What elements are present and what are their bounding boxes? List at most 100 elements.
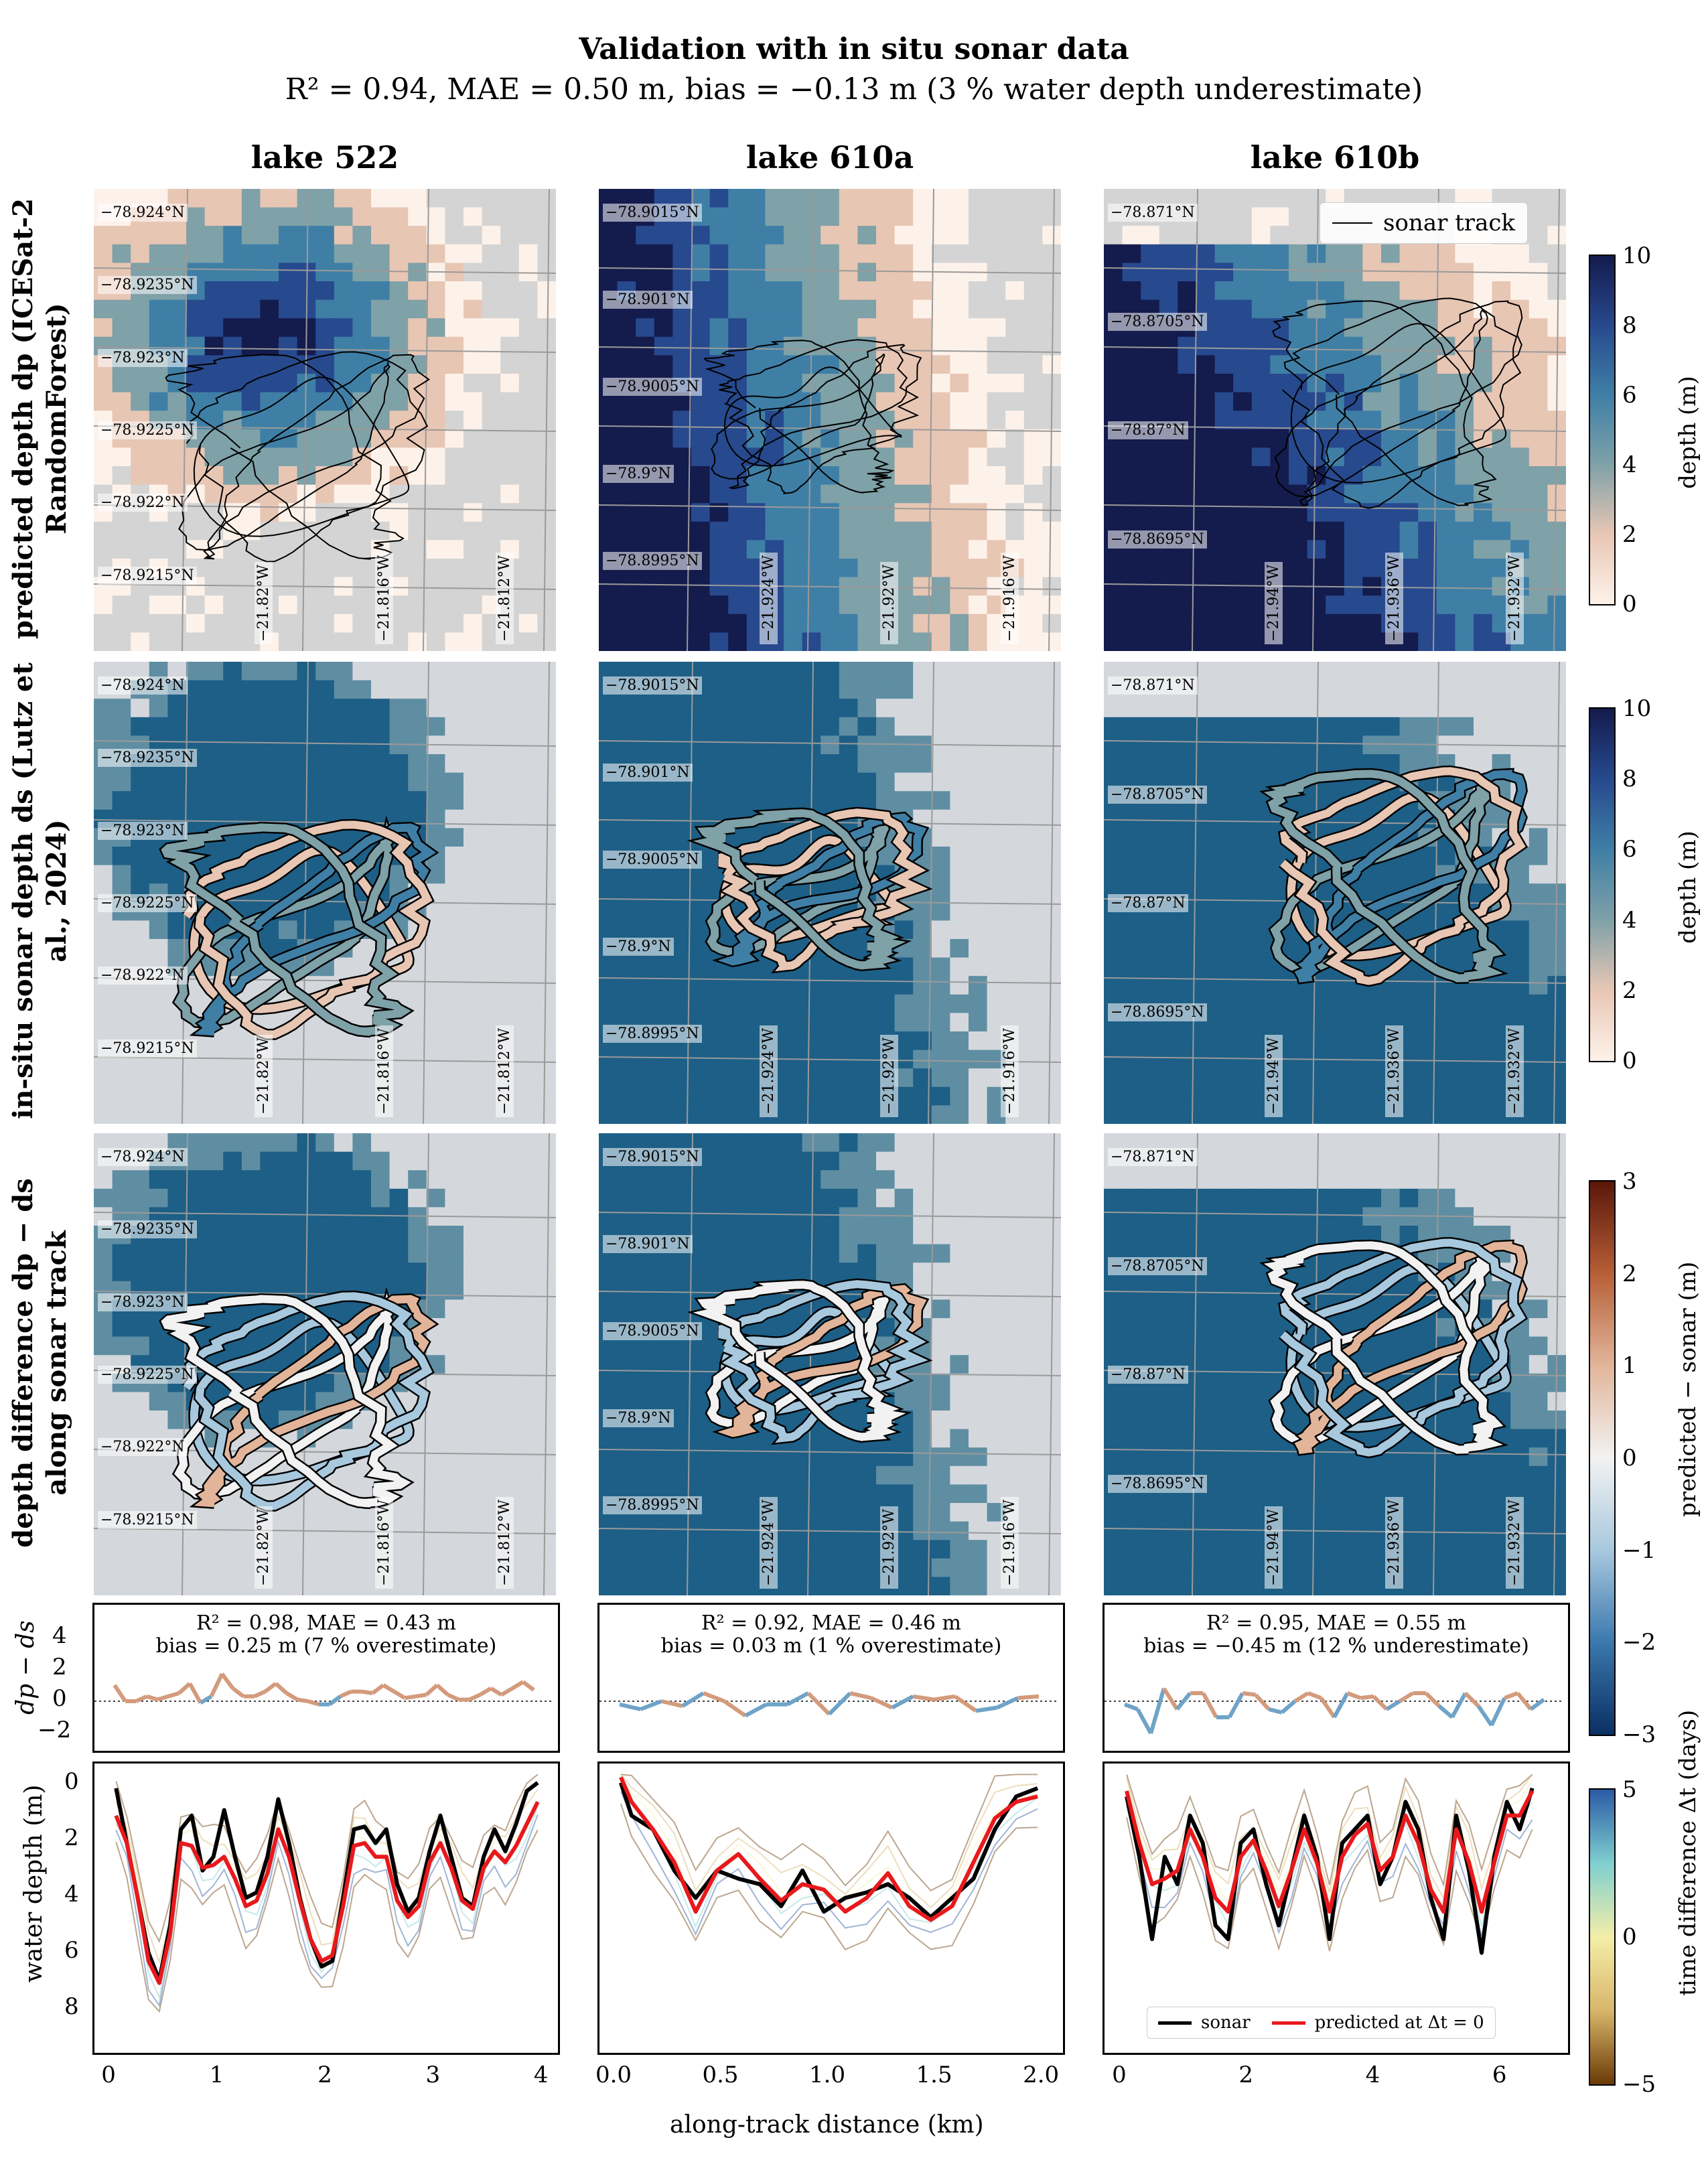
figure-title: Validation with in situ sonar data <box>579 32 1129 66</box>
latitude-label: −78.901°N <box>603 764 693 782</box>
map-panel: −78.871°N −78.8705°N −78.87°N −78.8695°N −21… <box>1104 1133 1566 1595</box>
latitude-label: −78.924°N <box>98 1148 188 1166</box>
longitude-label: −21.916°W <box>1001 1496 1019 1589</box>
latitude-label: −78.923°N <box>98 821 188 840</box>
latitude-label: −78.9235°N <box>98 749 197 768</box>
stat-line-1: R² = 0.92, MAE = 0.46 m <box>701 1611 961 1635</box>
stat-line-1: R² = 0.98, MAE = 0.43 m <box>196 1611 456 1635</box>
sonar-track <box>1263 770 1504 983</box>
latitude-label: −78.9015°N <box>603 1148 702 1166</box>
x-tick-label: 2.0 <box>1023 2062 1060 2088</box>
column-title-lake-522: lake 522 <box>251 139 399 175</box>
latitude-label: −78.8995°N <box>603 1496 702 1514</box>
x-tick-label: 4 <box>1365 2062 1380 2088</box>
sonar-track <box>183 1292 433 1510</box>
latitude-label: −78.9215°N <box>98 566 197 585</box>
sonar-track <box>161 1295 411 1508</box>
longitude-label: −21.92°W <box>880 561 898 644</box>
latitude-label: −78.924°N <box>98 204 188 222</box>
diff-y-tick: 0 <box>52 1685 67 1712</box>
column-title-lake-610b: lake 610b <box>1250 139 1420 175</box>
longitude-label: −21.932°W <box>1506 552 1524 644</box>
sonar-track <box>1263 1241 1504 1454</box>
x-tick-label: 0.5 <box>702 2062 739 2088</box>
diff-panel-lake-610b: R² = 0.95, MAE = 0.55 m bias = −0.45 m (… <box>1102 1603 1570 1753</box>
longitude-label: −21.92°W <box>880 1034 898 1117</box>
latitude-label: −78.8695°N <box>1108 1003 1207 1021</box>
stat-line-1: R² = 0.95, MAE = 0.55 m <box>1206 1611 1466 1635</box>
sonar-track-legend: sonar track <box>1320 202 1528 244</box>
longitude-label: −21.816°W <box>375 552 393 644</box>
depth-y-axis-label: water depth (m) <box>20 1784 48 1983</box>
latitude-label: −78.8695°N <box>1108 530 1207 549</box>
latitude-label: −78.9235°N <box>98 1220 197 1239</box>
row-label-predicted: predicted depth dp (ICESat-2 RandomFores… <box>7 198 72 640</box>
row-label-sonar: in-situ sonar depth ds (Lutz et al., 202… <box>7 662 72 1119</box>
latitude-label: −78.923°N <box>98 348 188 367</box>
colorbar-tick: −1 <box>1622 1536 1656 1564</box>
sonar-track <box>707 1293 889 1427</box>
depth-panel-lake-522 <box>92 1761 560 2055</box>
stat-line-2: bias = 0.25 m (7 % overestimate) <box>155 1634 497 1658</box>
column-title-lake-610a: lake 610a <box>745 139 914 175</box>
latitude-label: −78.9005°N <box>603 851 702 869</box>
depth-y-tick: 8 <box>64 1993 79 2020</box>
diff-y-axis-label: dp − ds <box>12 1620 40 1715</box>
longitude-label: −21.816°W <box>375 1496 393 1589</box>
longitude-label: −21.812°W <box>496 1496 514 1589</box>
longitude-label: −21.924°W <box>760 1496 778 1589</box>
line-legend: sonar predicted at Δt = 0 <box>1147 2007 1496 2039</box>
sonar-track <box>178 361 390 551</box>
sonar-track <box>711 353 885 480</box>
latitude-label: −78.8695°N <box>1108 1474 1207 1493</box>
x-tick-label: 1 <box>209 2062 224 2088</box>
sonar-track <box>165 354 405 560</box>
depth-y-tick: 4 <box>64 1881 79 1907</box>
diff-y-tick: 4 <box>52 1622 67 1649</box>
colorbar-label: predicted − sonar (m) <box>1675 1261 1701 1517</box>
sonar-track <box>173 821 395 1027</box>
longitude-label: −21.916°W <box>1001 552 1019 644</box>
latitude-label: −78.9235°N <box>98 276 197 295</box>
sonar-track <box>703 340 895 494</box>
map-panel: −78.9015°N −78.901°N −78.9005°N −78.9°N −78.… <box>599 662 1061 1124</box>
latitude-label: −78.9015°N <box>603 204 702 222</box>
sonar-track <box>707 822 889 956</box>
latitude-label: −78.87°N <box>1108 421 1188 439</box>
colorbar-label: time difference Δt (days) <box>1675 1709 1701 1996</box>
latitude-label: −78.924°N <box>98 676 188 695</box>
map-panel: −78.924°N −78.9235°N −78.923°N −78.9225°N −7… <box>94 189 556 651</box>
sonar-track <box>718 1280 928 1443</box>
latitude-label: −78.9015°N <box>603 676 702 695</box>
longitude-label: −21.932°W <box>1506 1025 1524 1117</box>
x-tick-label: 0 <box>101 2062 116 2088</box>
x-tick-label: 4 <box>533 2062 549 2088</box>
latitude-label: −78.871°N <box>1108 1148 1198 1166</box>
colorbar-label: depth (m) <box>1675 376 1701 489</box>
legend-predicted: predicted at Δt = 0 <box>1314 2013 1484 2033</box>
colorbar-tick: 1 <box>1622 1352 1637 1380</box>
depth-y-tick: 0 <box>64 1768 79 1795</box>
sonar-track <box>186 351 429 563</box>
latitude-label: −78.9°N <box>603 938 674 956</box>
latitude-label: −78.8995°N <box>603 552 702 570</box>
latitude-label: −78.9215°N <box>98 1039 197 1058</box>
sonar-track <box>719 339 920 494</box>
longitude-label: −21.92°W <box>880 1506 898 1589</box>
depth-y-tick: 6 <box>64 1937 79 1964</box>
map-panel: −78.9015°N −78.901°N −78.9005°N −78.9°N −78.… <box>599 1133 1061 1595</box>
sonar-track <box>1272 300 1497 506</box>
longitude-label: −21.936°W <box>1385 1025 1403 1117</box>
latitude-label: −78.922°N <box>98 494 188 512</box>
x-tick-label: 3 <box>425 2062 441 2088</box>
x-tick-label: 0.0 <box>595 2062 632 2088</box>
legend-line-icon <box>1332 222 1372 224</box>
longitude-label: −21.816°W <box>375 1025 393 1117</box>
latitude-label: −78.871°N <box>1108 204 1198 222</box>
x-tick-label: 6 <box>1492 2062 1507 2088</box>
sonar-track <box>693 1281 906 1441</box>
colorbar-tick: 0 <box>1622 591 1637 618</box>
depth-panel-lake-610a <box>597 1761 1065 2055</box>
latitude-label: −78.8705°N <box>1108 312 1207 331</box>
latitude-label: −78.8995°N <box>603 1025 702 1043</box>
